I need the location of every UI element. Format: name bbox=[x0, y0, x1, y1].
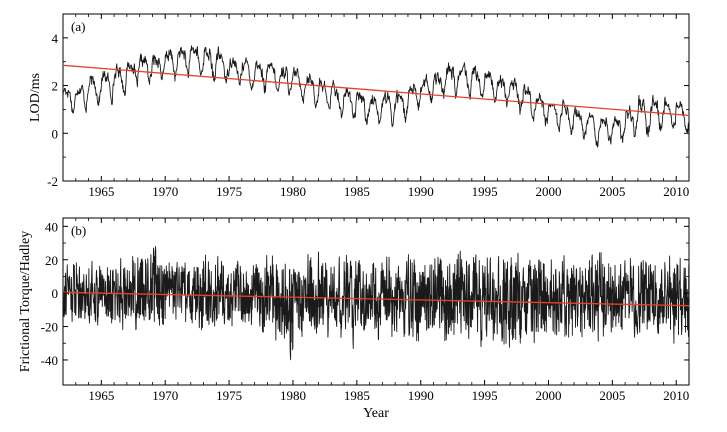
panel-label: (b) bbox=[71, 223, 86, 238]
y-tick-label: 4 bbox=[52, 31, 59, 46]
x-tick-label: 1980 bbox=[280, 388, 306, 403]
x-tick-label: 1990 bbox=[408, 184, 434, 199]
panel-a: 1965 1970 1975 1980 1985 1990 1995 2000 2005 2010… bbox=[28, 13, 690, 199]
x-tick-label: 1990 bbox=[408, 388, 434, 403]
trend-line bbox=[63, 291, 689, 307]
y-tick-label: -2 bbox=[47, 174, 58, 189]
y-tick-label: 2 bbox=[52, 79, 59, 94]
plot-frame bbox=[62, 13, 690, 182]
x-tick-label: 2000 bbox=[535, 388, 561, 403]
x-tick-label: 2010 bbox=[663, 388, 689, 403]
plot-area bbox=[63, 246, 689, 361]
x-tick-label: 2005 bbox=[599, 388, 625, 403]
y-tick-label: -20 bbox=[41, 320, 58, 335]
x-tick-label: 2010 bbox=[663, 184, 689, 199]
series-line bbox=[63, 45, 689, 148]
x-tick-label: 1995 bbox=[472, 184, 498, 199]
x-tick-label: 1985 bbox=[344, 388, 370, 403]
y-tick-label: -40 bbox=[41, 353, 58, 368]
x-tick-label: 1980 bbox=[280, 184, 306, 199]
trend-line bbox=[63, 64, 689, 117]
x-tick-label: 1985 bbox=[344, 184, 370, 199]
y-axis-label: LOD/ms bbox=[28, 73, 43, 122]
x-tick-label: 1965 bbox=[88, 388, 114, 403]
y-tick-label: 40 bbox=[45, 219, 58, 234]
x-axis-label: Year bbox=[363, 406, 389, 421]
panel-b: 1965 1970 1975 1980 1985 1990 1995 2000 2005 2010… bbox=[18, 217, 690, 421]
x-tick-label: 1995 bbox=[472, 388, 498, 403]
y-tick-label: 20 bbox=[45, 253, 58, 268]
plot-area bbox=[63, 45, 689, 148]
x-tick-label: 1965 bbox=[88, 184, 114, 199]
panel-label: (a) bbox=[71, 19, 85, 34]
x-tick-label: 2000 bbox=[535, 184, 561, 199]
series-line bbox=[63, 246, 689, 361]
x-tick-label: 1975 bbox=[216, 388, 242, 403]
y-tick-label: 0 bbox=[52, 286, 59, 301]
y-axis-label: Frictional Torque/Hadley bbox=[18, 231, 33, 372]
x-tick-label: 1970 bbox=[152, 388, 178, 403]
x-tick-label: 1970 bbox=[152, 184, 178, 199]
x-tick-label: 2005 bbox=[599, 184, 625, 199]
x-tick-label: 1975 bbox=[216, 184, 242, 199]
y-tick-label: 0 bbox=[52, 126, 59, 141]
